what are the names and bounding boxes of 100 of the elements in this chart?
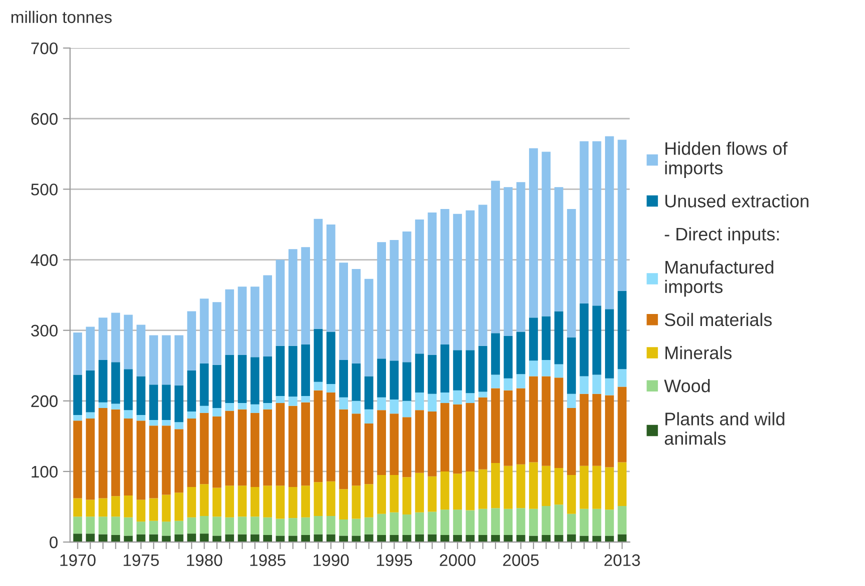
bar bbox=[554, 364, 564, 378]
bar bbox=[478, 204, 488, 346]
bar bbox=[162, 494, 171, 522]
bar bbox=[440, 208, 450, 344]
bar bbox=[605, 309, 614, 378]
bar bbox=[554, 311, 564, 364]
bar bbox=[605, 536, 614, 542]
bar bbox=[263, 403, 272, 410]
bar bbox=[136, 534, 146, 542]
bar bbox=[529, 508, 538, 536]
bar bbox=[567, 408, 576, 476]
bar bbox=[440, 392, 450, 404]
bar bbox=[314, 328, 323, 382]
bar bbox=[326, 534, 336, 542]
bar bbox=[314, 218, 323, 329]
bar bbox=[136, 376, 146, 416]
bar bbox=[200, 412, 209, 484]
bar bbox=[377, 475, 386, 514]
bar bbox=[440, 344, 450, 392]
bar bbox=[250, 412, 260, 488]
bar bbox=[276, 536, 285, 542]
bar bbox=[98, 402, 108, 408]
bar bbox=[529, 360, 538, 376]
bar bbox=[440, 403, 450, 472]
bar bbox=[162, 384, 171, 420]
bar bbox=[301, 344, 310, 396]
bar bbox=[504, 336, 513, 378]
bar bbox=[301, 402, 310, 486]
bar bbox=[529, 318, 538, 361]
bar bbox=[162, 522, 171, 536]
bar bbox=[225, 486, 234, 518]
bar bbox=[212, 416, 222, 488]
bar bbox=[162, 335, 171, 385]
bar bbox=[567, 514, 576, 534]
bar bbox=[402, 534, 412, 542]
bar bbox=[402, 362, 412, 401]
bar bbox=[592, 508, 602, 536]
bar bbox=[162, 420, 171, 426]
bar bbox=[276, 403, 285, 486]
bar bbox=[124, 418, 133, 496]
bar bbox=[339, 519, 348, 536]
bar bbox=[339, 409, 348, 490]
bar bbox=[238, 516, 247, 534]
bar bbox=[440, 510, 450, 535]
bar bbox=[377, 358, 386, 398]
bar bbox=[592, 141, 602, 306]
bar bbox=[440, 534, 450, 542]
bar bbox=[352, 518, 361, 536]
bar bbox=[491, 180, 500, 334]
bar bbox=[98, 318, 108, 360]
x-tick-label: 2000 bbox=[440, 554, 476, 566]
bar bbox=[174, 335, 184, 386]
bar bbox=[149, 534, 158, 542]
bar bbox=[149, 420, 158, 426]
bar bbox=[453, 214, 462, 350]
bar bbox=[301, 517, 310, 535]
bar bbox=[111, 516, 120, 535]
bar bbox=[580, 376, 589, 394]
bar bbox=[428, 212, 437, 356]
bar bbox=[276, 396, 285, 404]
bar bbox=[390, 399, 399, 414]
bar bbox=[415, 392, 424, 410]
x-tick-label: 1990 bbox=[314, 554, 349, 566]
y-tick-label: 100 bbox=[32, 466, 58, 478]
bar bbox=[516, 464, 526, 508]
bar bbox=[390, 512, 399, 535]
x-tick-label: 1995 bbox=[376, 554, 412, 566]
bar bbox=[428, 394, 437, 412]
bar bbox=[352, 400, 361, 414]
bar bbox=[149, 384, 158, 420]
bar bbox=[301, 396, 310, 402]
bar bbox=[314, 382, 323, 390]
bar bbox=[263, 356, 272, 404]
bar bbox=[326, 384, 336, 392]
bar bbox=[111, 534, 120, 542]
bar bbox=[567, 394, 576, 408]
bar bbox=[212, 408, 222, 416]
bar bbox=[542, 466, 551, 506]
bar bbox=[124, 369, 133, 410]
bar bbox=[428, 355, 437, 394]
bar bbox=[276, 346, 285, 396]
y-tick-label: 500 bbox=[31, 184, 58, 196]
bar bbox=[478, 346, 488, 392]
bar bbox=[466, 350, 475, 394]
bar bbox=[402, 417, 412, 478]
bar bbox=[200, 406, 209, 413]
bar bbox=[491, 388, 500, 464]
bar bbox=[200, 484, 209, 516]
bar bbox=[339, 360, 348, 398]
bar bbox=[390, 360, 399, 400]
bar bbox=[326, 392, 336, 482]
bar bbox=[352, 536, 361, 542]
legend-label: Plants and wild animals bbox=[664, 412, 784, 445]
bar bbox=[592, 306, 602, 375]
bar bbox=[250, 357, 260, 404]
bar bbox=[212, 516, 222, 536]
y-tick-label: 600 bbox=[31, 113, 58, 125]
x-tick-label: 1975 bbox=[124, 554, 159, 566]
legend-label: Manufactured imports bbox=[665, 260, 774, 297]
x-tick-label: 1970 bbox=[60, 554, 96, 566]
